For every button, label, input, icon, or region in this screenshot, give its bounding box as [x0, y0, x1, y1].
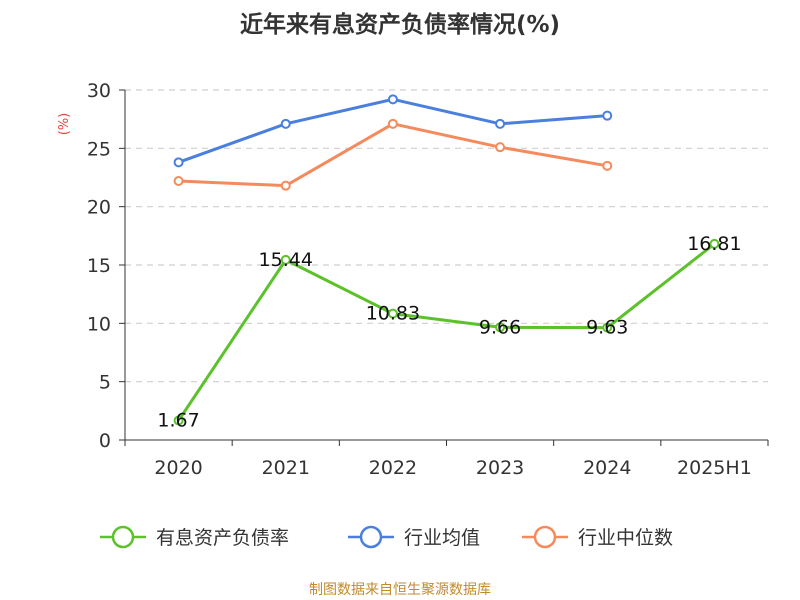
data-point: [602, 322, 613, 333]
legend-marker-icon: [359, 525, 383, 549]
y-tick-label: 25: [87, 138, 111, 160]
data-point: [709, 238, 720, 249]
source-note: 制图数据来自恒生聚源数据库: [309, 582, 491, 598]
data-label: 9.63: [586, 317, 628, 339]
legend-label: 有息资产负债率: [156, 527, 289, 549]
data-label: 9.66: [479, 316, 521, 338]
x-tick-label: 2023: [476, 457, 524, 479]
legend-marker-icon: [111, 525, 135, 549]
legend-label: 行业中位数: [578, 527, 673, 549]
data-point: [387, 308, 398, 319]
series-group: [173, 94, 720, 426]
data-point: [387, 118, 398, 129]
axes: [119, 89, 769, 446]
y-tick-label: 20: [87, 197, 111, 219]
legend-marker-icon: [533, 525, 557, 549]
data-label: 1.67: [157, 410, 199, 432]
y-tick-label: 10: [87, 313, 111, 335]
series-line: [177, 242, 716, 422]
x-tick-label: 2022: [369, 457, 417, 479]
data-point: [387, 94, 398, 105]
y-tick-label: 30: [87, 80, 111, 102]
x-tick-label: 2025H1: [677, 457, 752, 479]
x-tick-label: 2024: [583, 457, 631, 479]
data-label: 15.44: [259, 249, 313, 271]
y-tick-label: 15: [87, 255, 111, 277]
data-point: [173, 157, 184, 168]
y-tick-labels: 0 5 10 15 20 25 30: [87, 80, 111, 452]
data-point: [495, 322, 506, 333]
data-labels: 1.67 15.44 10.83 9.66 9.63 16.81: [157, 233, 741, 432]
data-point: [495, 142, 506, 153]
data-point: [602, 110, 613, 121]
grid-lines: [125, 89, 768, 383]
legend-label: 行业均值: [404, 527, 480, 549]
x-tick-label: 2021: [262, 457, 310, 479]
data-point: [495, 118, 506, 129]
series-line: [178, 97, 608, 164]
y-tick-label: 5: [99, 372, 111, 394]
y-axis-label: (%): [57, 113, 72, 136]
data-label: 16.81: [687, 233, 741, 255]
data-point: [280, 180, 291, 191]
data-point: [280, 254, 291, 265]
x-tick-labels: 2020 2021 2022 2023 2024 2025H1: [154, 457, 751, 479]
data-point: [173, 176, 184, 186]
data-point: [602, 160, 613, 171]
data-label: 10.83: [366, 303, 420, 325]
series-line: [178, 122, 608, 188]
data-point: [173, 415, 184, 426]
y-tick-label: 0: [99, 430, 111, 452]
legend: 有息资产负债率 行业均值 行业中位数: [100, 525, 673, 549]
x-tick-label: 2020: [154, 457, 202, 479]
chart-title: 近年来有息资产负债率情况(%): [240, 11, 560, 38]
data-point: [280, 118, 291, 129]
